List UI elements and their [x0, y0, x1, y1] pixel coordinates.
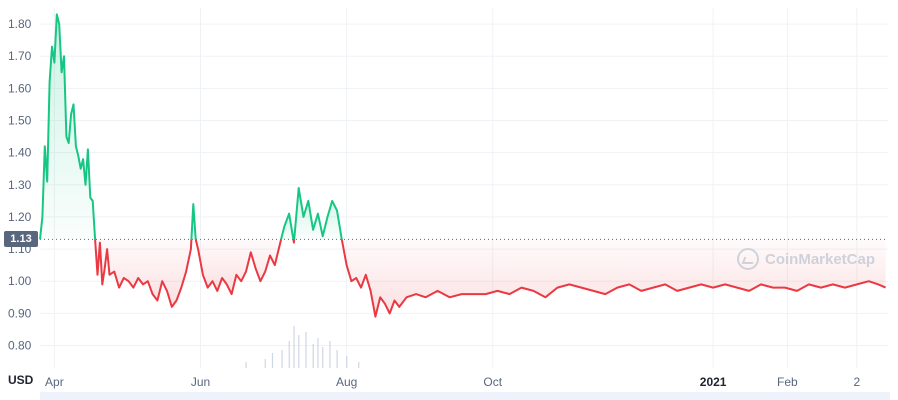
volume-bar	[322, 347, 324, 368]
y-tick-label: 1.00	[8, 274, 32, 288]
currency-label: USD	[8, 373, 34, 387]
price-area-up	[40, 14, 96, 240]
price-area-down	[195, 239, 282, 295]
x-tick-label: Aug	[336, 375, 357, 389]
volume-bar	[298, 335, 300, 368]
price-line-up	[39, 13, 97, 240]
y-tick-label: 1.40	[8, 146, 32, 160]
x-tick-label: 2021	[700, 375, 727, 389]
price-line	[39, 13, 887, 318]
range-navigator[interactable]	[40, 392, 890, 400]
price-area-up	[294, 188, 342, 240]
x-tick-label: 2	[854, 375, 861, 389]
x-axis: Apr Jun Aug Oct 2021 Feb 2	[45, 375, 860, 389]
y-tick-label: 1.70	[8, 49, 32, 63]
volume-bar	[317, 338, 319, 368]
x-tick-label: Feb	[777, 375, 798, 389]
volume-bar	[312, 344, 314, 368]
watermark: CoinMarketCap	[737, 248, 875, 270]
price-line-down	[340, 239, 887, 318]
y-tick-label: 1.50	[8, 114, 32, 128]
y-axis: 0.800.901.001.101.201.301.401.501.601.70…	[8, 17, 32, 352]
volume-bar	[329, 341, 331, 368]
x-tick-label: Jun	[191, 375, 210, 389]
volume-bar	[305, 332, 307, 368]
volume-bar	[358, 362, 360, 368]
coinmarketcap-logo-icon	[737, 248, 759, 270]
y-tick-label: 1.80	[8, 17, 32, 31]
y-tick-label: 1.30	[8, 178, 32, 192]
price-line-down	[194, 239, 283, 296]
volume-bar	[288, 341, 290, 368]
x-tick-label: Apr	[45, 375, 64, 389]
price-line-up	[293, 187, 343, 240]
y-tick-label: 0.80	[8, 339, 32, 353]
volume-bar	[336, 350, 338, 368]
volume-bar	[271, 353, 274, 368]
volume-bar	[293, 326, 295, 368]
x-tick-label: Oct	[483, 375, 502, 389]
price-line-down	[94, 239, 193, 308]
watermark-text: CoinMarketCap	[765, 250, 876, 268]
price-area	[40, 14, 886, 317]
grid	[40, 8, 888, 368]
price-area-up	[281, 213, 294, 240]
volume-bar	[346, 356, 348, 368]
volume-bar	[281, 350, 283, 368]
y-tick-label: 0.90	[8, 306, 32, 320]
reference-price-badge: 1.13	[4, 231, 38, 248]
y-tick-label: 1.60	[8, 81, 32, 95]
volume-bars	[245, 326, 360, 368]
volume-bar	[245, 362, 247, 368]
volume-bar	[264, 359, 266, 368]
price-line-down	[292, 239, 296, 244]
price-line-up	[280, 212, 295, 240]
y-tick-label: 1.20	[8, 210, 32, 224]
price-line-up	[190, 203, 197, 240]
